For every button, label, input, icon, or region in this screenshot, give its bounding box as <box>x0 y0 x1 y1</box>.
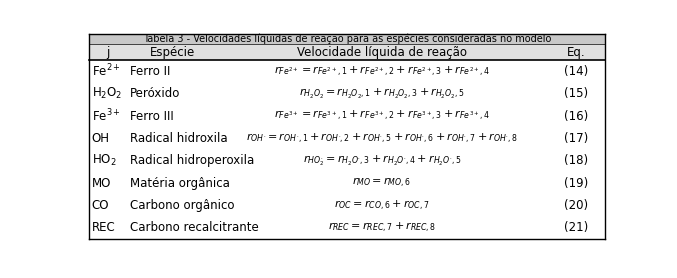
Text: $r_{OH^{\cdot}} = r_{OH^{\cdot},1} + r_{OH^{\cdot},2} + r_{OH^{\cdot},5} + r_{OH: $r_{OH^{\cdot}} = r_{OH^{\cdot},1} + r_{… <box>246 131 518 145</box>
Text: CO: CO <box>91 199 109 212</box>
Text: Velocidade líquida de reação: Velocidade líquida de reação <box>297 46 467 59</box>
Text: $r_{HO_2^{\cdot}} = r_{H_2O^{\cdot},3} + r_{H_2O^{\cdot},4} + r_{H_2O^{\cdot},5}: $r_{HO_2^{\cdot}} = r_{H_2O^{\cdot},3} +… <box>303 153 461 168</box>
Bar <box>89 34 605 44</box>
Text: $r_{Fe^{2+}}= r_{Fe^{2+},1} + r_{Fe^{2+},2}  + r_{Fe^{2+},3}  + r_{Fe^{2+},4}$: $r_{Fe^{2+}}= r_{Fe^{2+},1} + r_{Fe^{2+}… <box>274 64 490 78</box>
Bar <box>89 150 605 172</box>
Text: Carbono orgânico: Carbono orgânico <box>131 199 235 212</box>
Bar <box>89 217 605 239</box>
Text: Ferro III: Ferro III <box>131 110 174 123</box>
Text: (14): (14) <box>563 65 588 78</box>
Text: Carbono recalcitrante: Carbono recalcitrante <box>131 221 259 234</box>
Text: (20): (20) <box>564 199 588 212</box>
Text: $r_{OC} = r_{CO,6} + r_{OC,7}$: $r_{OC} = r_{CO,6} + r_{OC,7}$ <box>334 198 430 212</box>
Text: (17): (17) <box>563 132 588 145</box>
Text: OH: OH <box>91 132 110 145</box>
Text: j: j <box>106 46 110 59</box>
Text: Peróxido: Peróxido <box>131 87 181 100</box>
Text: Eq.: Eq. <box>567 46 585 59</box>
Text: Matéria orgânica: Matéria orgânica <box>131 177 230 190</box>
Text: Fe$^{2+}$: Fe$^{2+}$ <box>91 63 121 80</box>
Text: Radical hidroxila: Radical hidroxila <box>131 132 228 145</box>
Text: Espécie: Espécie <box>150 46 195 59</box>
Text: MO: MO <box>91 177 111 190</box>
Bar <box>89 60 605 83</box>
Text: Fe$^{3+}$: Fe$^{3+}$ <box>91 108 121 125</box>
Text: REC: REC <box>91 221 115 234</box>
Bar <box>89 83 605 105</box>
Text: HO$_2$: HO$_2$ <box>91 153 116 168</box>
Text: (21): (21) <box>563 221 588 234</box>
Bar <box>89 194 605 217</box>
Text: Radical hidroperoxila: Radical hidroperoxila <box>131 154 255 167</box>
Text: $r_{REC} = r_{REC,7} + r_{REC,8}$: $r_{REC} = r_{REC,7} + r_{REC,8}$ <box>328 221 436 235</box>
Text: (15): (15) <box>564 87 588 100</box>
Text: $r_{MO} = r_{MO,6}$: $r_{MO} = r_{MO,6}$ <box>352 176 412 190</box>
Text: $r_{Fe^{3+}}= r_{Fe^{3+},1} + r_{Fe^{3+},2} + r_{Fe^{3+},3} + r_{Fe^{3+},4}$: $r_{Fe^{3+}}= r_{Fe^{3+},1} + r_{Fe^{3+}… <box>274 109 490 123</box>
Bar <box>89 44 605 60</box>
Text: (19): (19) <box>563 177 588 190</box>
Bar <box>89 172 605 194</box>
Text: Ferro II: Ferro II <box>131 65 171 78</box>
Text: (18): (18) <box>564 154 588 167</box>
Bar <box>89 127 605 150</box>
Text: $r_{H_2O_2} = r_{H_2O_2,1} + r_{H_2O_2,3} + r_{H_2O_2,5}$: $r_{H_2O_2} = r_{H_2O_2,1} + r_{H_2O_2,3… <box>299 87 464 101</box>
Text: (16): (16) <box>563 110 588 123</box>
Text: H$_2$O$_2$: H$_2$O$_2$ <box>91 86 122 101</box>
Text: Tabela 3 - Velocidades líquidas de reação para as espécies consideradas no model: Tabela 3 - Velocidades líquidas de reaçã… <box>143 34 551 44</box>
Bar <box>89 105 605 127</box>
